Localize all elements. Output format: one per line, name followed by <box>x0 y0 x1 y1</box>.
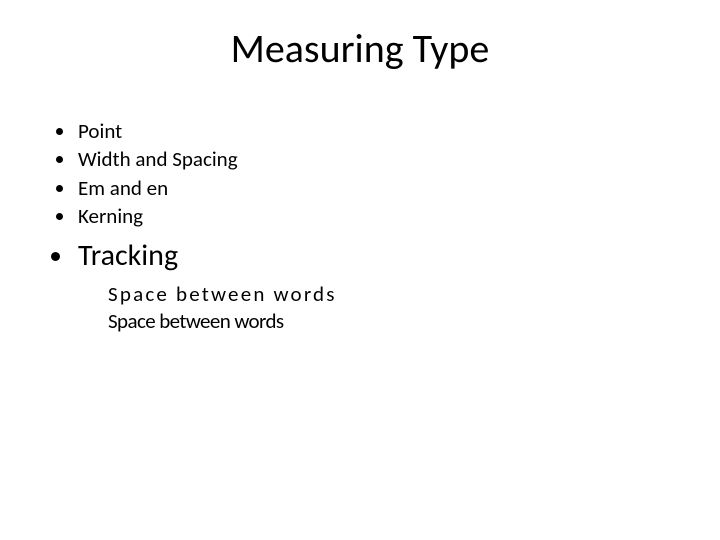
list-item-tracking: Tracking <box>76 237 650 275</box>
tracking-example-tight: Space between words <box>108 308 650 335</box>
slide-body: Point Width and Spacing Em and en Kernin… <box>50 118 650 335</box>
slide-title: Measuring Type <box>0 24 720 73</box>
bullet-list: Point Width and Spacing Em and en Kernin… <box>50 118 650 275</box>
list-item: Kerning <box>76 203 650 229</box>
tracking-example-loose: Space between words <box>108 281 650 308</box>
list-item: Width and Spacing <box>76 146 650 172</box>
slide: Measuring Type Point Width and Spacing E… <box>0 0 720 540</box>
list-item: Point <box>76 118 650 144</box>
tracking-examples: Space between words Space between words <box>108 281 650 336</box>
list-item: Em and en <box>76 175 650 201</box>
